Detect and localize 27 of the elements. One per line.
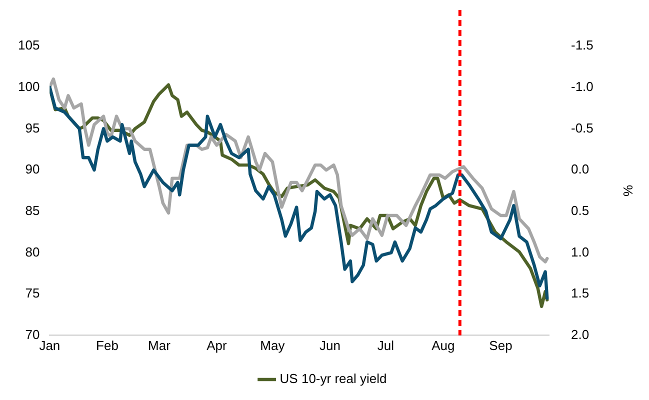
legend-label: US 10-yr real yield — [280, 371, 387, 386]
y-tick-label: 100 — [18, 78, 40, 94]
y-tick-label: 95 — [25, 120, 40, 136]
x-tick-label: Mar — [148, 338, 172, 353]
y2-tick-label: 2.0 — [571, 326, 590, 342]
y-tick-label: 90 — [25, 162, 40, 177]
y2-tick-label: -1.5 — [571, 38, 594, 53]
y-tick-label: 70 — [25, 326, 40, 342]
y2-tick-label: 0.0 — [571, 162, 590, 177]
x-tick-label: Jul — [377, 338, 394, 353]
x-tick-label: May — [260, 338, 286, 353]
y2-tick-label: -0.5 — [571, 120, 594, 136]
y2-tick-label: -1.0 — [571, 78, 594, 94]
y2-tick-label: 1.0 — [571, 244, 590, 260]
x-tick-label: Sep — [489, 338, 512, 353]
y-tick-label: 85 — [25, 202, 40, 218]
x-tick-label: Aug — [432, 338, 455, 353]
x-tick-label: Feb — [96, 338, 118, 353]
y-tick-label: 75 — [25, 286, 40, 301]
y2-tick-label: 0.5 — [571, 202, 590, 218]
y2-axis-title: % — [620, 184, 636, 197]
y-tick-label: 80 — [25, 244, 40, 260]
x-tick-label: Apr — [206, 338, 228, 353]
y-tick-label: 105 — [18, 38, 40, 53]
x-tick-label: Jun — [319, 338, 340, 353]
x-tick-label: Jan — [39, 338, 60, 353]
y2-tick-label: 1.5 — [571, 286, 590, 301]
